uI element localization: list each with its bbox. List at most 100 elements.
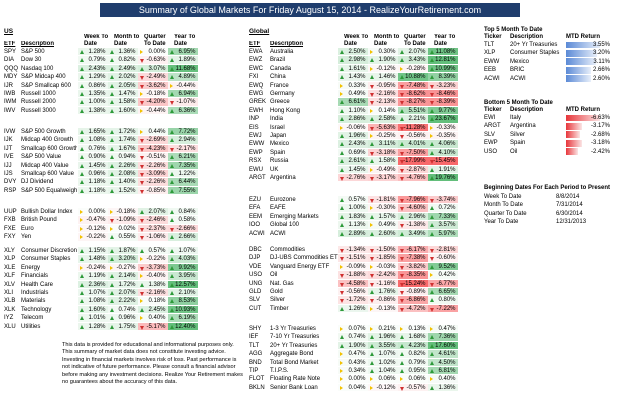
trend-arrow bbox=[430, 343, 434, 348]
trend-arrow bbox=[370, 117, 374, 122]
trend-arrow bbox=[140, 50, 143, 54]
percent-cell: -0.56% bbox=[338, 288, 368, 297]
ticker: IJT bbox=[4, 145, 13, 152]
trend-arrow bbox=[370, 167, 373, 172]
percent-cell: 3.43% bbox=[398, 56, 428, 65]
trend-arrow bbox=[370, 223, 373, 228]
trend-arrow bbox=[430, 327, 433, 331]
ticker: MDY bbox=[4, 74, 18, 81]
percent-cell: -1.09% bbox=[108, 216, 138, 225]
percent-cell: 1.07% bbox=[168, 247, 198, 256]
percent-cell: 0.49% bbox=[338, 90, 368, 99]
trend-arrow bbox=[110, 291, 114, 295]
percent-cell: 2.43% bbox=[338, 140, 368, 149]
description: DJ Dividend bbox=[21, 179, 54, 186]
trend-arrow bbox=[340, 343, 344, 348]
percent-cell: -0.09% bbox=[338, 262, 368, 272]
ticker: BKLN bbox=[249, 384, 265, 391]
description: Vanguard Energy ETF bbox=[270, 263, 330, 270]
percent-cell: 1.90% bbox=[338, 341, 368, 351]
percent-cell: 2.86% bbox=[338, 115, 368, 124]
trend-arrow bbox=[170, 307, 174, 312]
trend-arrow bbox=[430, 125, 433, 130]
percent-cell: 0.14% bbox=[368, 106, 398, 116]
percent-cell: -2.42% bbox=[368, 271, 398, 280]
percent-cell: 1.72% bbox=[108, 128, 138, 137]
percent-cell: 0.13% bbox=[398, 325, 428, 334]
ticker: XLV bbox=[4, 281, 15, 288]
percent-cell: 0.58% bbox=[168, 216, 198, 225]
description: Telecom bbox=[21, 315, 44, 322]
description: Financials bbox=[21, 273, 49, 280]
percent-cell: 0.40% bbox=[428, 375, 458, 384]
description: Health Care bbox=[21, 281, 54, 288]
trend-arrow bbox=[430, 93, 434, 97]
percent-cell: 1.87% bbox=[108, 247, 138, 256]
percent-cell: -7.48% bbox=[398, 81, 428, 90]
trend-arrow bbox=[370, 199, 374, 203]
trend-arrow bbox=[400, 307, 404, 312]
trend-arrow bbox=[140, 266, 144, 271]
trend-arrow bbox=[340, 377, 343, 382]
percent-cell: -0.95% bbox=[368, 81, 398, 90]
trend-arrow bbox=[430, 101, 434, 106]
ticker: IWM bbox=[4, 99, 17, 106]
ticker: ACWI bbox=[484, 75, 500, 82]
description: 7-10 Yr Treasuries bbox=[270, 334, 320, 341]
trend-arrow bbox=[80, 218, 83, 223]
percent-cell: -4.20% bbox=[138, 98, 168, 107]
percent-cell: 4.01% bbox=[398, 140, 428, 149]
trend-arrow bbox=[370, 282, 374, 287]
trend-arrow bbox=[110, 324, 114, 329]
percent-cell: 0.44% bbox=[138, 128, 168, 137]
percent-cell: 7.55% bbox=[168, 186, 198, 196]
trend-arrow bbox=[400, 207, 404, 212]
trend-arrow bbox=[80, 155, 84, 160]
ticker: USO bbox=[249, 272, 263, 279]
trend-arrow bbox=[400, 93, 404, 97]
trend-arrow bbox=[110, 219, 114, 224]
percent-cell: 1.13% bbox=[338, 221, 368, 230]
trend-arrow bbox=[80, 172, 84, 176]
trend-arrow bbox=[400, 265, 404, 270]
percent-cell: -3.23% bbox=[428, 81, 458, 90]
percent-cell: -0.33% bbox=[428, 123, 458, 132]
ticker: TLT bbox=[484, 42, 495, 48]
percent-cell: -2.16% bbox=[138, 289, 168, 298]
trend-arrow bbox=[430, 360, 434, 365]
description: ACWI bbox=[510, 75, 526, 82]
ticker: EWW bbox=[484, 58, 500, 65]
description: DJ-UBS Commodities ETN bbox=[270, 255, 338, 262]
trend-arrow bbox=[430, 142, 434, 147]
trend-arrow bbox=[340, 352, 343, 357]
percent-cell: -3.18% bbox=[368, 148, 398, 158]
percent-cell: 17.60% bbox=[428, 341, 458, 351]
trend-arrow bbox=[370, 327, 373, 331]
percent-cell: -15.24% bbox=[398, 279, 428, 288]
percent-cell: 3.20% bbox=[108, 255, 138, 264]
description: Canada bbox=[270, 65, 292, 72]
percent-cell: -6.17% bbox=[398, 246, 428, 255]
description: Consumer Staples bbox=[510, 50, 560, 57]
ticker: DJP bbox=[249, 255, 261, 262]
return-bar bbox=[566, 139, 583, 148]
percent-cell: -0.44% bbox=[168, 81, 198, 90]
percent-cell: -0.27% bbox=[108, 263, 138, 273]
trend-arrow bbox=[370, 377, 373, 382]
trend-arrow bbox=[370, 75, 374, 80]
trend-arrow bbox=[140, 299, 143, 304]
ticker: XLK bbox=[4, 306, 16, 313]
percent-cell: 1.43% bbox=[338, 73, 368, 82]
trend-arrow bbox=[400, 335, 404, 340]
trend-arrow bbox=[430, 298, 434, 303]
percent-cell: 5.51% bbox=[398, 106, 428, 116]
trend-arrow bbox=[370, 108, 373, 113]
period-label: Week To Date bbox=[484, 194, 522, 200]
percent-cell: -0.56% bbox=[398, 132, 428, 141]
trend-arrow bbox=[140, 173, 144, 177]
trend-arrow bbox=[430, 206, 434, 211]
description: T.I.P.S. bbox=[270, 368, 289, 374]
percent-cell: 1.90% bbox=[368, 56, 398, 65]
percent-cell: 23.67% bbox=[428, 115, 458, 124]
trend-arrow bbox=[430, 176, 434, 180]
